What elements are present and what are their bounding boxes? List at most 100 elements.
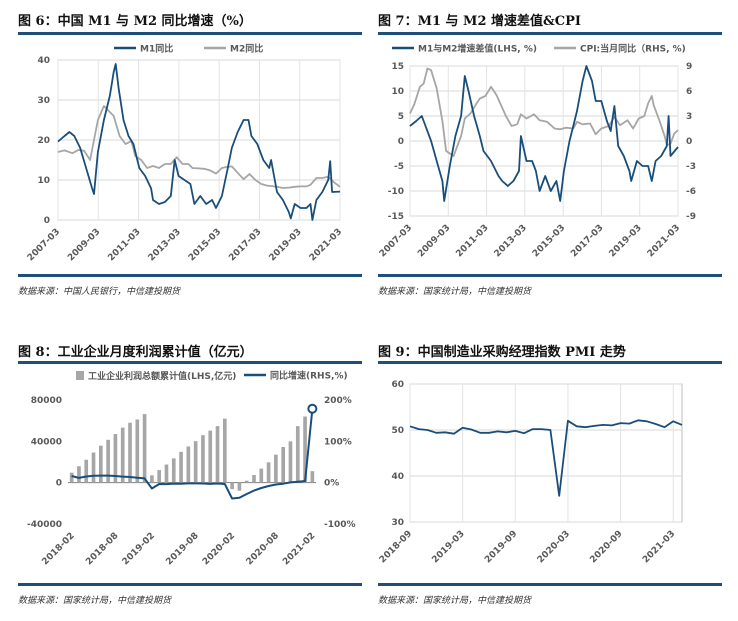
x-tick-label: 2019-03 <box>268 227 304 263</box>
legend-profit-label: 工业企业利润总额累计值(LHS,亿元) <box>88 370 236 382</box>
y-right-tick-label: 3 <box>686 112 692 122</box>
chart-source: 数据来源：中国人民银行，中信建投期货 <box>18 287 181 297</box>
x-tick-label: 2011-03 <box>454 223 490 259</box>
y-right-tick-label: 6 <box>686 87 692 97</box>
bottom-divider <box>378 274 722 277</box>
y-right-tick-label: -9 <box>686 212 696 222</box>
title-divider <box>378 32 722 35</box>
profit-bar <box>223 418 227 483</box>
x-tick-label: 2019-03 <box>608 223 644 259</box>
series-line-pmi <box>409 419 683 497</box>
x-tick-label: 2021-03 <box>646 223 682 259</box>
profit-bar <box>274 454 278 483</box>
chart-panel-industrial-profit: 图 8：工业企业月度利润累计值（亿元） 80000 40000 0 -40000 200… <box>18 340 362 615</box>
y-tick-label: 20 <box>37 136 50 146</box>
profit-bar <box>288 441 293 483</box>
chart-title: 图 9：中国制造业采购经理指数 PMI 走势 <box>378 345 626 360</box>
y-left-tick-label: 0 <box>398 137 404 147</box>
y-right-tick-label: 0 <box>686 137 692 147</box>
x-tick-label: 2013-03 <box>493 223 529 259</box>
legend-profit-swatch <box>76 371 84 380</box>
x-tick-label: 2017-03 <box>569 223 605 259</box>
profit-bar <box>252 475 256 483</box>
chart-source: 数据来源：国家统计局，中信建投期货 <box>378 287 532 297</box>
x-tick-label: 2020-09 <box>588 529 624 565</box>
legend-cpi-label: CPI:当月同比（RHS, %) <box>580 43 686 55</box>
chart-panel-pmi: 图 9：中国制造业采购经理指数 PMI 走势 60 50 40 30 2018-09 20… <box>378 340 722 615</box>
profit-bar <box>295 426 300 483</box>
profit-bar <box>230 482 234 490</box>
profit-bar <box>150 475 154 483</box>
plot-frame <box>409 383 683 523</box>
profit-bar <box>259 468 264 483</box>
profit-bar <box>164 464 169 483</box>
y-right-tick-label: 0% <box>324 479 339 489</box>
profit-bar <box>157 470 161 483</box>
y-right-tick-label: 100% <box>324 437 352 447</box>
y-left-tick-label: 15 <box>391 62 404 72</box>
profit-bar <box>310 471 315 483</box>
chart-panel-m1-m2: 图 6：中国 M1 与 M2 同比增速（%） 0 10 20 30 40 2007-03 2… <box>18 6 362 302</box>
x-tick-label: 2018-02 <box>40 531 76 567</box>
x-tick-label: 2009-03 <box>416 223 452 259</box>
x-tick-label: 2007-03 <box>26 227 62 263</box>
y-tick-label: 50 <box>391 426 404 436</box>
title-divider <box>18 361 362 364</box>
series-line-cpi <box>409 67 679 157</box>
profit-bar <box>201 435 205 483</box>
x-tick-label: 2021-03 <box>641 529 677 565</box>
y-tick-label: 60 <box>391 380 404 390</box>
last-point-marker <box>307 403 318 414</box>
chart-title: 图 8：工业企业月度利润累计值（亿元） <box>18 345 253 360</box>
profit-bar <box>303 416 307 483</box>
profit-bar <box>179 451 183 483</box>
legend-m1-label: M1同比 <box>140 43 173 55</box>
y-tick-label: 10 <box>37 176 50 186</box>
x-tick-label: 2019-02 <box>121 531 157 567</box>
profit-bar <box>69 472 74 483</box>
y-left-tick-label: -5 <box>394 162 404 172</box>
series-line-yoy-growth <box>71 408 314 500</box>
profit-bar <box>106 439 110 483</box>
profit-bar <box>135 419 140 483</box>
legend-yoy-label: 同比增速(RHS,%) <box>270 370 348 382</box>
profit-bar <box>266 462 271 483</box>
x-tick-label: 2015-03 <box>531 223 567 259</box>
bottom-divider <box>18 274 362 277</box>
y-right-tick-label: 9 <box>686 62 692 72</box>
chart-title: 图 6：中国 M1 与 M2 同比增速（%） <box>18 14 252 29</box>
y-tick-label: 0 <box>44 216 50 226</box>
x-tick-label: 2015-03 <box>187 227 223 263</box>
legend-diff-label: M1与M2增速差值(LHS, %) <box>418 43 537 55</box>
x-tick-label: 2019-03 <box>430 529 466 565</box>
title-divider <box>378 361 722 364</box>
x-tick-label: 2019-08 <box>164 531 200 567</box>
x-tick-label: 2020-02 <box>201 531 237 567</box>
profit-bar <box>99 445 103 483</box>
x-tick-label: 2007-03 <box>378 223 414 259</box>
series-line-m1 <box>57 63 341 221</box>
profit-bar <box>281 447 285 483</box>
chart-source: 数据来源：国家统计局，中信建投期货 <box>378 596 532 606</box>
y-left-tick-label: -10 <box>388 187 404 197</box>
x-tick-label: 2021-02 <box>281 531 317 567</box>
x-tick-label: 2019-09 <box>483 529 519 565</box>
series-line-m2 <box>57 105 341 189</box>
x-tick-label: 2013-03 <box>147 227 183 263</box>
y-tick-label: 40 <box>391 472 404 482</box>
y-right-tick-label: -6 <box>686 187 696 197</box>
y-left-tick-label: 80000 <box>31 396 62 406</box>
x-tick-label: 2018-09 <box>378 529 414 565</box>
bottom-divider <box>378 583 722 586</box>
chart-panel-m1m2-diff-cpi: 图 7：M1 与 M2 增速差值&CPI 15 10 5 0 -5 -10 -15 9 6 3 0 -… <box>378 6 722 302</box>
y-tick-label: 40 <box>37 56 50 66</box>
bottom-divider <box>18 583 362 586</box>
series-line-m1-m2-diff <box>409 65 679 202</box>
profit-bar <box>237 482 242 491</box>
x-tick-label: 2020-08 <box>245 531 281 567</box>
profit-bar <box>77 466 81 483</box>
